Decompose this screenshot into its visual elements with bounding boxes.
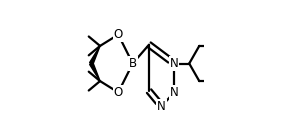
Text: N: N: [170, 86, 179, 99]
Polygon shape: [90, 63, 100, 81]
Text: B: B: [129, 57, 137, 70]
Text: N: N: [170, 57, 179, 70]
Polygon shape: [90, 46, 100, 64]
Text: O: O: [114, 86, 123, 99]
Text: O: O: [114, 28, 123, 41]
Text: N: N: [157, 100, 166, 113]
